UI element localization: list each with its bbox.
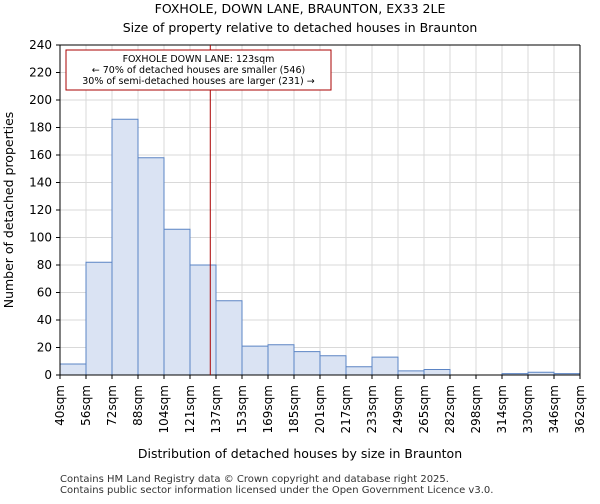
x-tick-label: 265sqm bbox=[417, 385, 431, 433]
y-tick-label: 120 bbox=[29, 203, 52, 217]
annotation-line: FOXHOLE DOWN LANE: 123sqm bbox=[123, 54, 275, 65]
x-tick-label: 298sqm bbox=[469, 385, 483, 433]
histogram-bar bbox=[137, 157, 165, 376]
annotation-line: ← 70% of detached houses are smaller (54… bbox=[92, 65, 305, 76]
histogram-bar bbox=[267, 344, 295, 376]
histogram-bar bbox=[241, 345, 269, 376]
x-tick-label: 233sqm bbox=[365, 385, 379, 433]
bars bbox=[59, 118, 581, 376]
y-tick-label: 220 bbox=[29, 66, 52, 80]
x-tick-label: 362sqm bbox=[573, 385, 587, 433]
histogram-bar bbox=[293, 351, 321, 376]
x-tick-label: 153sqm bbox=[235, 385, 249, 433]
x-tick-label: 88sqm bbox=[131, 385, 145, 426]
y-tick-label: 40 bbox=[37, 313, 52, 327]
y-tick-label: 80 bbox=[37, 258, 52, 272]
x-tick-label: 201sqm bbox=[313, 385, 327, 433]
y-tick-label: 200 bbox=[29, 93, 52, 107]
histogram-bar bbox=[111, 118, 139, 376]
histogram-bar bbox=[423, 369, 451, 376]
x-tick-label: 72sqm bbox=[105, 385, 119, 426]
x-tick-label: 249sqm bbox=[391, 385, 405, 433]
x-tick-label: 56sqm bbox=[79, 385, 93, 426]
histogram-bar bbox=[319, 355, 347, 376]
histogram-bar bbox=[397, 370, 425, 376]
x-tick-label: 346sqm bbox=[547, 385, 561, 433]
histogram-bar bbox=[85, 261, 113, 376]
x-tick-label: 185sqm bbox=[287, 385, 301, 433]
y-tick-label: 240 bbox=[29, 38, 52, 52]
y-tick-label: 60 bbox=[37, 286, 52, 300]
histogram-bar bbox=[371, 356, 399, 376]
x-tick-label: 314sqm bbox=[495, 385, 509, 433]
y-tick-label: 180 bbox=[29, 121, 52, 135]
annotation-box bbox=[65, 49, 332, 91]
x-tick-label: 330sqm bbox=[521, 385, 535, 433]
chart-subtitle: Size of property relative to detached ho… bbox=[123, 20, 478, 35]
x-tick-label: 104sqm bbox=[157, 385, 171, 433]
histogram-bar bbox=[59, 363, 87, 376]
y-tick-labels: 0 20 40 60 80 100 120 140 160 180 200 220 240 bbox=[29, 38, 52, 382]
x-tick-label: 40sqm bbox=[53, 385, 67, 426]
annotation-line: 30% of semi-detached houses are larger (… bbox=[82, 76, 315, 87]
y-tick-label: 0 bbox=[44, 368, 52, 382]
property-marker: FOXHOLE DOWN LANE: 123sqm← 70% of detach… bbox=[65, 45, 332, 375]
y-tick-label: 100 bbox=[29, 231, 52, 245]
histogram-bar bbox=[163, 228, 191, 376]
footer-line-2: Contains public sector information licen… bbox=[60, 485, 493, 496]
y-axis-label: Number of detached properties bbox=[1, 112, 16, 309]
x-tick-label: 137sqm bbox=[209, 385, 223, 433]
histogram-bar bbox=[215, 300, 243, 376]
y-tick-label: 20 bbox=[37, 341, 52, 355]
x-axis-label: Distribution of detached houses by size … bbox=[138, 446, 462, 461]
x-tick-labels: 40sqm 56sqm 72sqm 88sqm 104sqm 121sqm 137sqm 15… bbox=[53, 385, 587, 433]
x-tick-label: 121sqm bbox=[183, 385, 197, 433]
chart-title: FOXHOLE, DOWN LANE, BRAUNTON, EX33 2LE bbox=[155, 1, 446, 16]
x-tick-label: 282sqm bbox=[443, 385, 457, 433]
footer-line-1: Contains HM Land Registry data © Crown c… bbox=[60, 474, 449, 485]
y-tick-label: 140 bbox=[29, 176, 52, 190]
histogram-bar bbox=[345, 366, 373, 376]
x-tick-label: 217sqm bbox=[339, 385, 353, 433]
histogram-bar bbox=[189, 264, 217, 376]
axes bbox=[56, 44, 581, 379]
x-tick-label: 169sqm bbox=[261, 385, 275, 433]
y-tick-label: 160 bbox=[29, 148, 52, 162]
